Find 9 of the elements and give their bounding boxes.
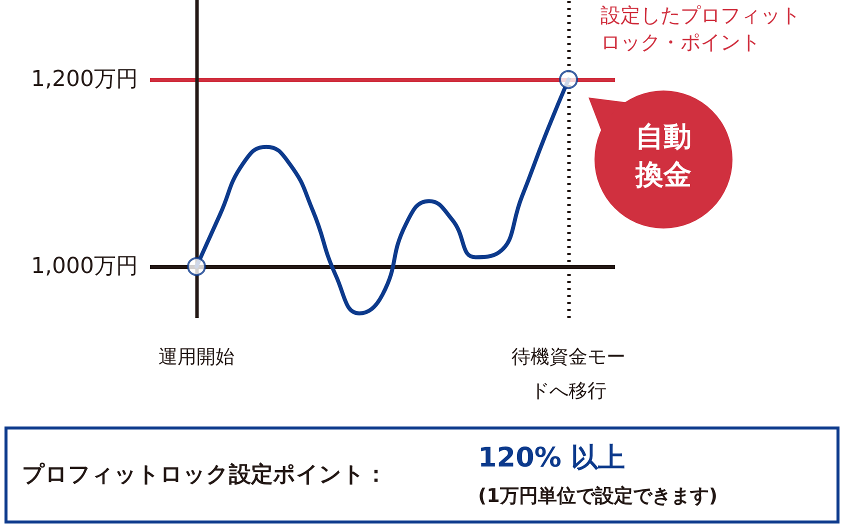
annotation: 自動換金 [634, 118, 692, 192]
y-tick-label: 1,000万円 [31, 254, 138, 280]
annotation: 設定したプロフィットロック・ポイント [600, 3, 800, 54]
x-tick-label: 運用開始 [158, 346, 234, 368]
y-tick-label: 1,200万円 [31, 67, 138, 92]
x-tick-label: 待機資金モードへ移行 [512, 346, 626, 402]
text: (1万円単位で設定できます) [478, 485, 718, 507]
text: プロフィットロック設定ポイント： [22, 462, 387, 488]
text: 120% 以上 [478, 442, 625, 474]
